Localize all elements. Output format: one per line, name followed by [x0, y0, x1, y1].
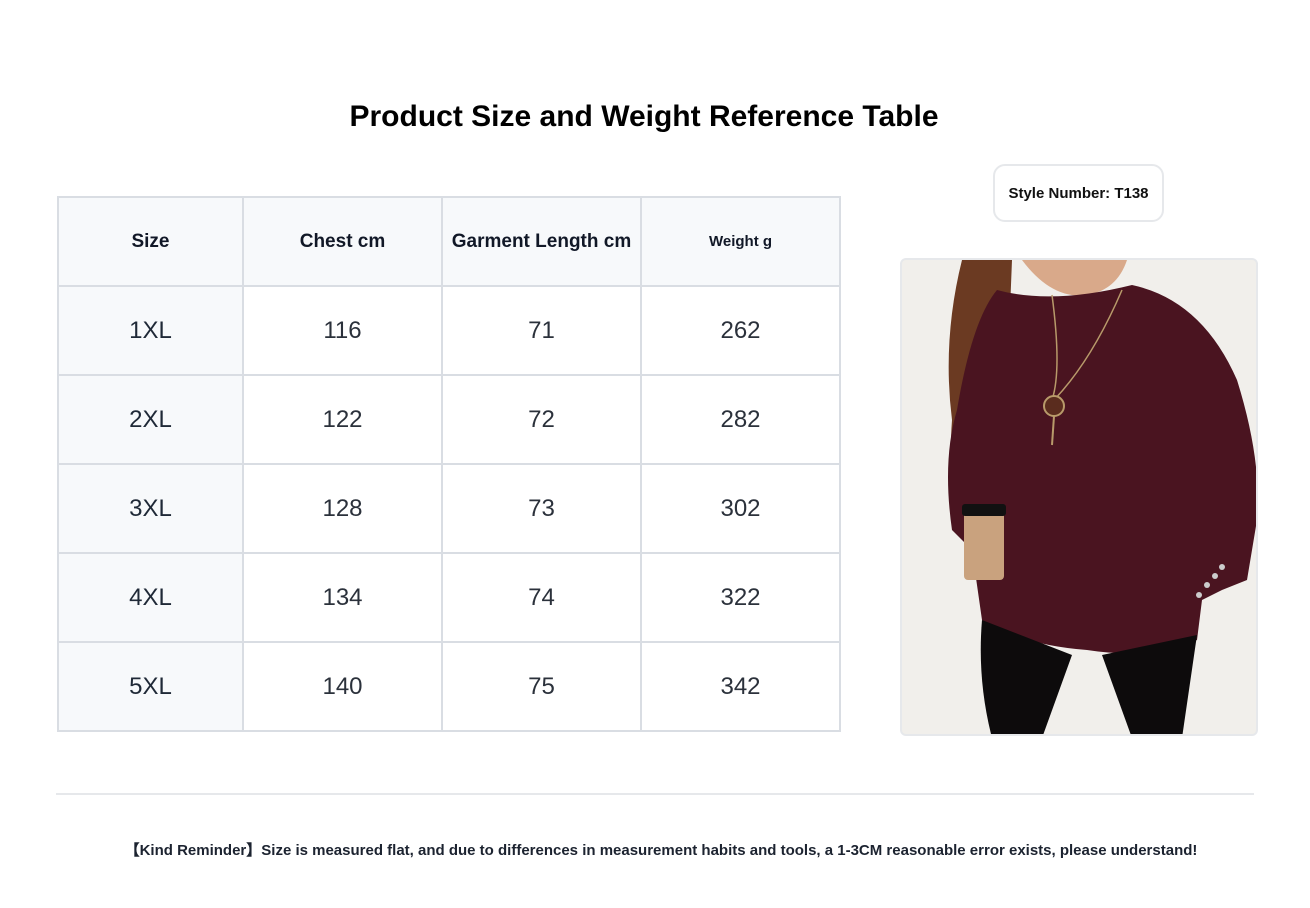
weight-cell: 302 [641, 464, 840, 553]
size-cell: 5XL [58, 642, 243, 731]
header-length: Garment Length cm [442, 197, 641, 286]
chest-cell: 134 [243, 553, 442, 642]
table-row: 1XL 116 71 262 [58, 286, 840, 375]
length-cell: 73 [442, 464, 641, 553]
size-cell: 2XL [58, 375, 243, 464]
length-cell: 75 [442, 642, 641, 731]
weight-cell: 262 [641, 286, 840, 375]
table-row: 5XL 140 75 342 [58, 642, 840, 731]
weight-cell: 322 [641, 553, 840, 642]
size-table: Size Chest cm Garment Length cm Weight g… [57, 196, 841, 732]
length-cell: 74 [442, 553, 641, 642]
table-header-row: Size Chest cm Garment Length cm Weight g [58, 197, 840, 286]
table-row: 3XL 128 73 302 [58, 464, 840, 553]
weight-cell: 342 [641, 642, 840, 731]
chest-cell: 116 [243, 286, 442, 375]
product-photo [900, 258, 1258, 736]
size-cell: 1XL [58, 286, 243, 375]
chest-cell: 140 [243, 642, 442, 731]
size-cell: 3XL [58, 464, 243, 553]
header-size: Size [58, 197, 243, 286]
divider [56, 793, 1254, 795]
chest-cell: 122 [243, 375, 442, 464]
style-number-badge: Style Number: T138 [993, 164, 1164, 222]
length-cell: 72 [442, 375, 641, 464]
table-row: 2XL 122 72 282 [58, 375, 840, 464]
kind-reminder: 【Kind Reminder】Size is measured flat, an… [124, 842, 1198, 859]
header-weight: Weight g [641, 197, 840, 286]
header-chest: Chest cm [243, 197, 442, 286]
table-row: 4XL 134 74 322 [58, 553, 840, 642]
length-cell: 71 [442, 286, 641, 375]
weight-cell: 282 [641, 375, 840, 464]
size-cell: 4XL [58, 553, 243, 642]
page-title: Product Size and Weight Reference Table [349, 100, 939, 133]
chest-cell: 128 [243, 464, 442, 553]
